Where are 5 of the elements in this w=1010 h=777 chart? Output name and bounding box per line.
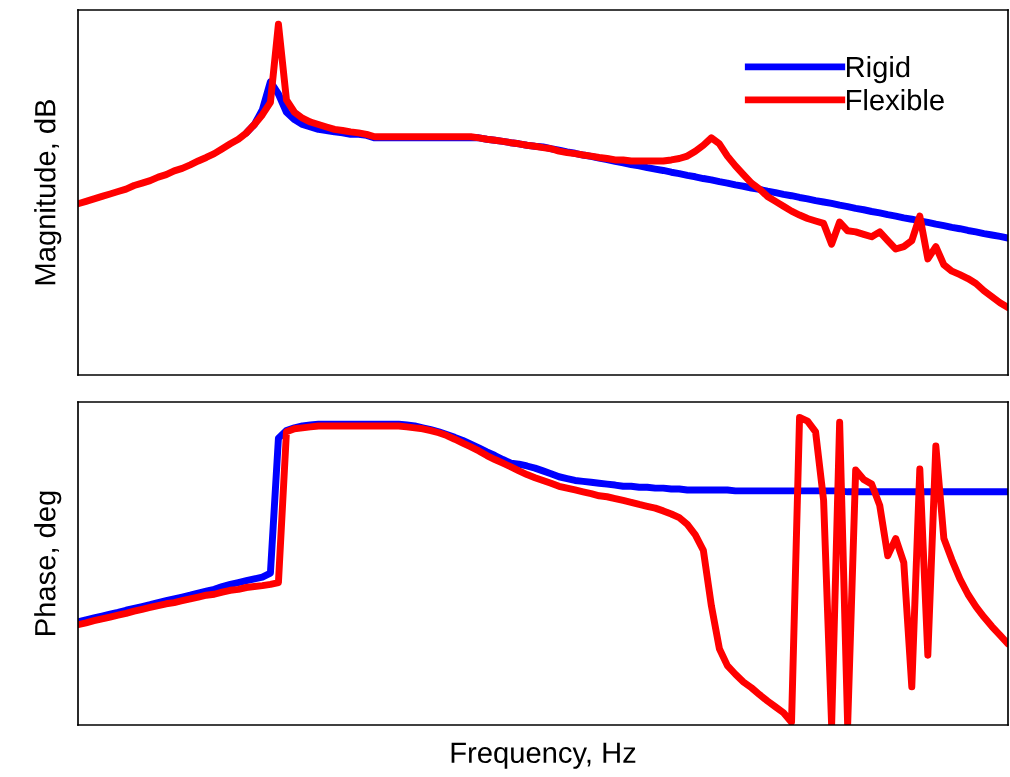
legend-label: Rigid xyxy=(847,55,910,84)
y-axis-title: Phase, deg xyxy=(34,491,62,635)
x-axis-title: Frequency, Hz xyxy=(451,742,636,769)
legend-label: Flexible xyxy=(847,88,944,111)
y-axis-title: Magnitude, dB xyxy=(34,99,62,285)
